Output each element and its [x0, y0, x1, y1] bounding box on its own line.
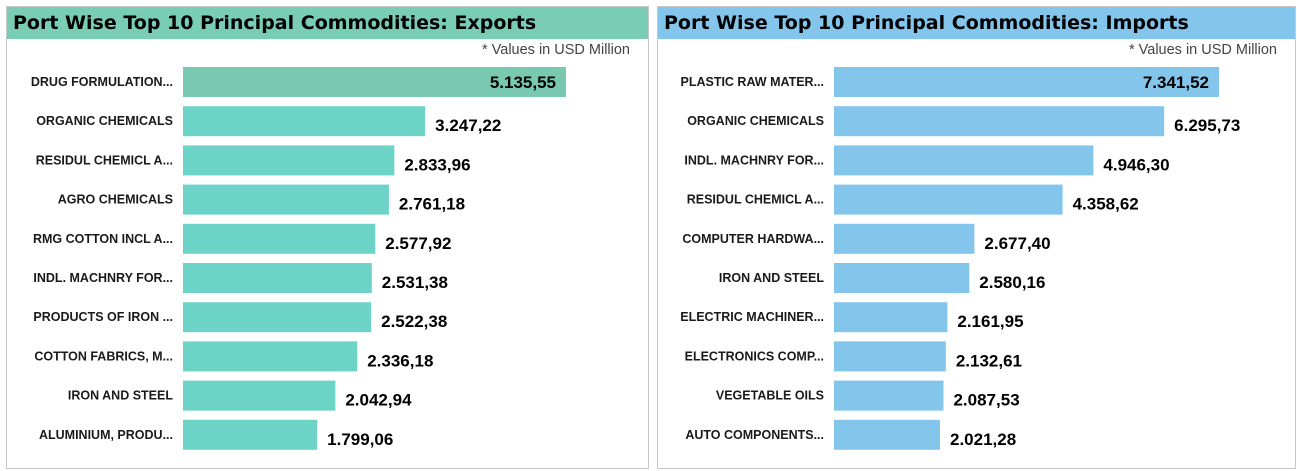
- exports-bar[interactable]: [183, 302, 372, 333]
- exports-category-label: ALUMINIUM, PRODU...: [39, 428, 173, 442]
- exports-category-label: INDL. MACHNRY FOR...: [33, 271, 173, 285]
- imports-value-label: 4.358,62: [1073, 195, 1139, 214]
- exports-panel: Port Wise Top 10 Principal Commodities: …: [6, 6, 649, 469]
- imports-bar[interactable]: [834, 223, 975, 254]
- imports-bar[interactable]: [834, 380, 944, 411]
- imports-category-label: AUTO COMPONENTS...: [685, 428, 824, 442]
- exports-units-note: * Values in USD Million: [481, 42, 630, 58]
- exports-value-label: 2.042,94: [345, 391, 412, 410]
- imports-category-label: VEGETABLE OILS: [716, 389, 824, 403]
- imports-bar[interactable]: [834, 302, 948, 333]
- exports-category-label: RESIDUL CHEMICL A...: [36, 153, 173, 167]
- imports-category-label: COMPUTER HARDWA...: [682, 232, 824, 246]
- imports-value-label: 2.087,53: [953, 391, 1019, 410]
- exports-bar[interactable]: [183, 184, 389, 215]
- imports-title: Port Wise Top 10 Principal Commodities: …: [658, 7, 1295, 39]
- exports-value-label: 1.799,06: [327, 430, 393, 449]
- imports-units-note: * Values in USD Million: [1128, 42, 1277, 58]
- imports-category-label: RESIDUL CHEMICL A...: [687, 193, 824, 207]
- imports-bar[interactable]: [834, 341, 946, 372]
- imports-bar-chart: PLASTIC RAW MATER... 7.341,52 ORGANIC CHEM…: [680, 67, 1240, 450]
- imports-bar[interactable]: [834, 419, 940, 450]
- imports-bar[interactable]: [834, 106, 1165, 137]
- exports-bar[interactable]: [183, 67, 566, 97]
- exports-category-label: AGRO CHEMICALS: [58, 193, 173, 207]
- exports-value-label: 2.761,18: [399, 195, 465, 214]
- exports-category-label: RMG COTTON INCL A...: [33, 232, 173, 246]
- imports-value-label: 7.341,52: [1143, 73, 1209, 92]
- exports-bar[interactable]: [183, 341, 358, 372]
- imports-value-label: 2.161,95: [957, 312, 1023, 331]
- imports-category-label: PLASTIC RAW MATER...: [680, 75, 824, 89]
- exports-value-label: 3.247,22: [435, 116, 501, 135]
- imports-bar[interactable]: [834, 145, 1094, 176]
- exports-value-label: 2.522,38: [381, 312, 447, 331]
- exports-bar[interactable]: [183, 380, 336, 411]
- exports-category-label: IRON AND STEEL: [68, 389, 173, 403]
- imports-value-label: 2.021,28: [950, 430, 1016, 449]
- imports-category-label: INDL. MACHNRY FOR...: [684, 153, 824, 167]
- exports-bar[interactable]: [183, 263, 372, 293]
- imports-value-label: 4.946,30: [1103, 155, 1169, 174]
- imports-value-label: 2.677,40: [984, 234, 1050, 253]
- imports-category-label: ELECTRONICS COMP...: [685, 349, 824, 363]
- imports-category-label: ORGANIC CHEMICALS: [687, 114, 824, 128]
- exports-value-label: 2.577,92: [385, 234, 451, 253]
- imports-value-label: 2.132,61: [956, 351, 1022, 370]
- exports-category-label: DRUG FORMULATION...: [31, 75, 173, 89]
- exports-category-label: PRODUCTS OF IRON ...: [33, 310, 173, 324]
- imports-value-label: 6.295,73: [1174, 116, 1240, 135]
- imports-category-label: ELECTRIC MACHINER...: [680, 310, 824, 324]
- imports-value-label: 2.580,16: [979, 273, 1045, 292]
- exports-bar-chart: DRUG FORMULATION... 5.135,55 ORGANIC CHEMI…: [31, 67, 566, 450]
- imports-bar[interactable]: [834, 67, 1219, 97]
- imports-bar[interactable]: [834, 184, 1063, 215]
- exports-value-label: 2.833,96: [404, 155, 470, 174]
- exports-value-label: 2.336,18: [367, 351, 433, 370]
- exports-bar[interactable]: [183, 419, 318, 450]
- exports-value-label: 5.135,55: [490, 73, 556, 92]
- exports-bar[interactable]: [183, 223, 376, 254]
- imports-category-label: IRON AND STEEL: [719, 271, 824, 285]
- exports-value-label: 2.531,38: [382, 273, 448, 292]
- exports-title: Port Wise Top 10 Principal Commodities: …: [7, 7, 648, 39]
- exports-category-label: COTTON FABRICS, M...: [34, 349, 173, 363]
- exports-category-label: ORGANIC CHEMICALS: [36, 114, 173, 128]
- exports-bar[interactable]: [183, 106, 426, 137]
- exports-bar[interactable]: [183, 145, 395, 176]
- imports-panel: Port Wise Top 10 Principal Commodities: …: [657, 6, 1296, 469]
- imports-bar[interactable]: [834, 263, 970, 293]
